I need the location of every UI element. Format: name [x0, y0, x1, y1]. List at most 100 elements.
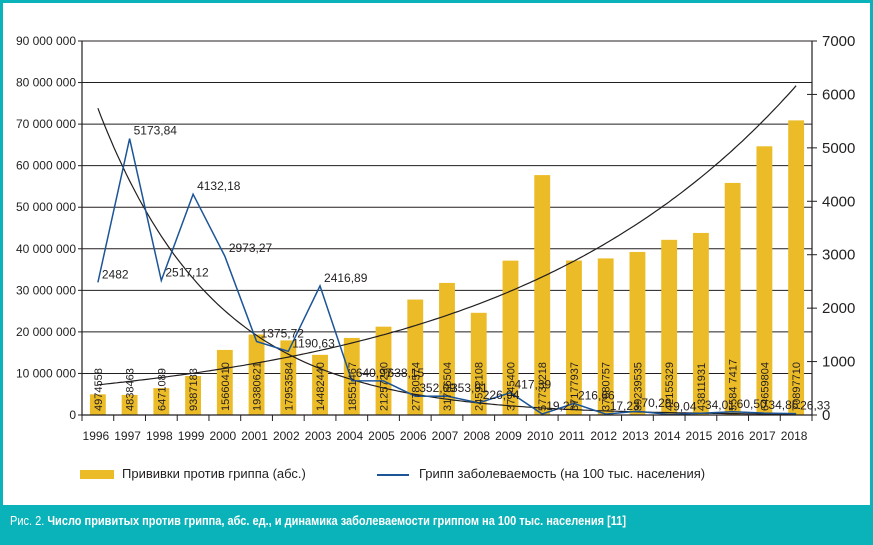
left-tick-label: 10 000 000 [16, 366, 76, 380]
bar [756, 146, 773, 415]
incidence-line [97, 138, 797, 416]
legend-line-label: Грипп заболеваемость (на 100 тыс. населе… [419, 466, 706, 481]
bar [661, 239, 678, 415]
bar-value-label: 37177937 [569, 362, 581, 411]
bar-value-label: 64659804 [759, 362, 771, 411]
right-tick-label: 4000 [822, 193, 855, 210]
line-value-label: 70,28 [641, 396, 671, 410]
right-tick-label: 6000 [822, 86, 855, 103]
bar [566, 260, 582, 415]
line-value-label: 638,15 [388, 366, 425, 380]
line-value-label: 216,66 [578, 388, 615, 402]
chart-area: 0 10 000 000 20 000 000 30 000 000 40 000 00… [16, 33, 855, 443]
line-value-label: 5173,84 [134, 124, 178, 138]
bar [470, 312, 487, 415]
bar-value-label: 24592108 [474, 362, 486, 411]
left-tick-label: 50 000 000 [16, 200, 76, 214]
bar [153, 388, 170, 415]
line-value-label: 1190,63 [292, 336, 335, 350]
bar-value-label: 14482440 [315, 362, 327, 411]
line-value-label: 4132,18 [197, 179, 241, 193]
right-tick-label: 1000 [822, 354, 855, 371]
x-tick-label: 2000 [209, 429, 236, 443]
line-value-label: 2973,27 [229, 241, 273, 255]
bar-value-label: 19380621 [252, 362, 264, 411]
line-value-label: 60,50 [737, 397, 767, 411]
line-value-label: 34,86 [768, 398, 798, 412]
trendlines [97, 85, 797, 415]
bar [788, 120, 805, 416]
bar-value-label: 6471089 [156, 368, 168, 411]
left-tick-label: 60 000 000 [16, 159, 76, 173]
x-tick-label: 2005 [368, 429, 395, 443]
bar [439, 282, 455, 415]
x-tick-label: 2003 [305, 429, 332, 443]
line-value-label: 9,04 [673, 400, 697, 414]
x-tick-label: 1998 [146, 429, 173, 443]
bar [185, 375, 202, 415]
data-labels: 4974558 4838463 6471089 9387183 15660410 1938… [93, 124, 831, 414]
bar-value-label: 9387183 [188, 368, 200, 411]
bar [375, 326, 392, 415]
line-value-label: 353,91 [451, 381, 488, 395]
bar-value-label: 37145400 [505, 362, 517, 411]
bar [248, 334, 265, 415]
x-tick-label: 2013 [622, 429, 649, 443]
bar [502, 260, 519, 415]
legend-line-swatch [377, 473, 409, 476]
bar-value-label: 31786504 [442, 362, 454, 411]
bar [89, 394, 106, 415]
bars [89, 120, 805, 416]
bar-trendline [97, 85, 797, 386]
legend-bar-label: Прививки против гриппа (абс.) [122, 466, 306, 481]
bar [343, 337, 360, 415]
left-tick-label: 20 000 000 [16, 325, 76, 339]
bar-value-label: 4838463 [125, 368, 137, 411]
x-tick-label: 2014 [654, 429, 681, 443]
line-value-label: 34,01 [705, 398, 735, 412]
bar [280, 340, 297, 415]
bar [692, 232, 709, 415]
caption-prefix: Рис. 2. [10, 514, 48, 528]
x-tick-label: 2010 [527, 429, 554, 443]
x-tick-label: 2007 [432, 429, 459, 443]
x-tick-label: 2002 [273, 429, 300, 443]
left-tick-label: 80 000 000 [16, 76, 76, 90]
bar-value-label: 17953584 [283, 362, 295, 411]
line-value-label: 26,33 [800, 399, 830, 413]
right-tick-label: 7000 [822, 33, 855, 50]
bar-value-label: 4974558 [93, 368, 105, 411]
line-value-label: 417,39 [514, 378, 551, 392]
bar [724, 182, 741, 415]
bar-value-label: 43811931 [696, 363, 708, 411]
x-tick-label: 2015 [686, 429, 713, 443]
line-value-label: 19,27 [546, 399, 576, 413]
bar [629, 251, 646, 415]
x-tick-label: 2006 [400, 429, 427, 443]
bar-value-label: 39239535 [632, 362, 644, 411]
x-tick-label: 2012 [590, 429, 617, 443]
bar-value-label: 18551467 [347, 362, 359, 411]
line-value-label: 640,97 [356, 366, 393, 380]
x-tick-label: 1997 [114, 429, 141, 443]
axes: 0 10 000 000 20 000 000 30 000 000 40 000 00… [16, 33, 855, 443]
bar-value-label: 37680757 [601, 362, 613, 411]
bar-value-label: 70897710 [791, 362, 803, 411]
left-tick-label: 0 [69, 408, 76, 422]
x-tick-label: 2016 [717, 429, 744, 443]
line-value-label: 226,94 [483, 388, 520, 402]
bar [121, 394, 138, 415]
x-tick-label: 1999 [178, 429, 205, 443]
caption-band [0, 505, 873, 545]
x-tick-label: 2001 [241, 429, 268, 443]
line-value-label: 2482 [102, 267, 129, 281]
line-value-label: 17,23 [610, 399, 640, 413]
right-tick-label: 0 [822, 407, 830, 424]
x-tick-label: 2009 [495, 429, 522, 443]
bar [534, 175, 551, 415]
x-tick-label: 1996 [83, 429, 110, 443]
figure-caption: Рис. 2. Число привитых против гриппа, аб… [10, 514, 626, 528]
left-tick-label: 40 000 000 [16, 242, 76, 256]
legend-bar-swatch [80, 470, 114, 480]
